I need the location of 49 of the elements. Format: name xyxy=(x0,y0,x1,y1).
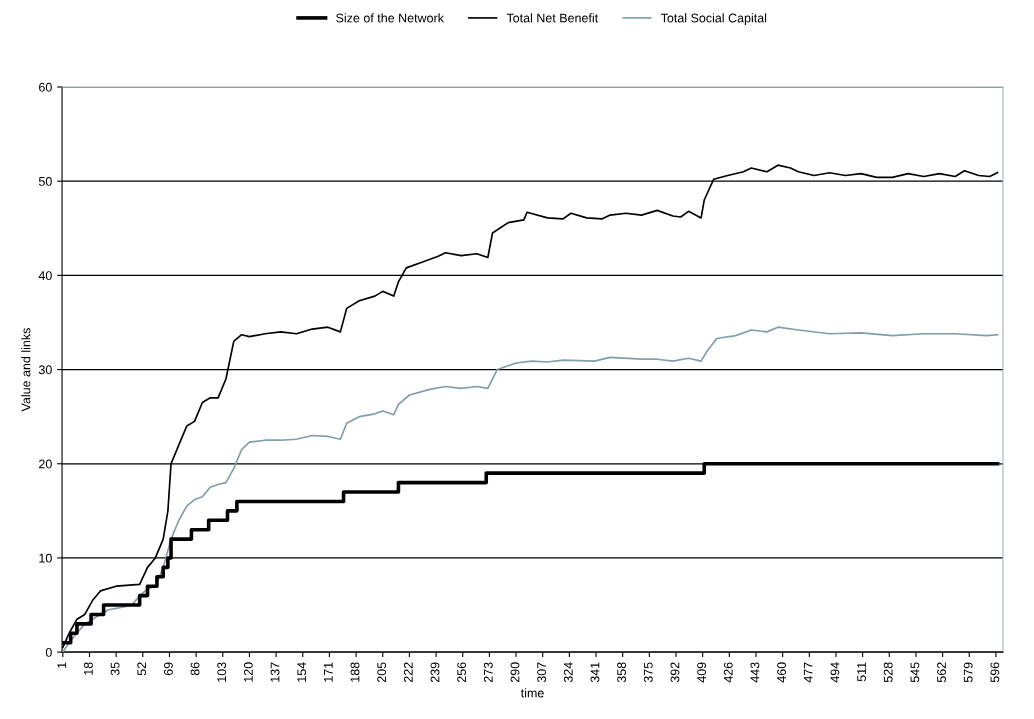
x-tick-label: 477 xyxy=(803,662,813,683)
x-tick-label: 528 xyxy=(883,662,893,683)
x-tick-label: 579 xyxy=(963,662,973,683)
y-tick-label: 20 xyxy=(39,459,52,469)
x-tick-label: 494 xyxy=(830,662,840,683)
x-tick-label: 341 xyxy=(590,662,600,683)
x-tick-label: 222 xyxy=(403,662,413,683)
x-tick-label: 154 xyxy=(297,662,307,682)
x-tick-label: 460 xyxy=(777,662,786,683)
x-tick-label: 545 xyxy=(910,662,920,683)
y-tick-label: 10 xyxy=(39,553,52,563)
y-tick-label: 0 xyxy=(45,647,52,657)
y-tick-label: 60 xyxy=(39,82,52,92)
x-tick-label: 69 xyxy=(163,662,173,676)
x-tick-label: 188 xyxy=(350,662,360,682)
x-tick-label: 596 xyxy=(990,662,1000,683)
x-tick-label: 171 xyxy=(324,662,333,682)
y-tick-label: 50 xyxy=(38,176,52,186)
x-tick-label: 562 xyxy=(937,662,946,683)
x-tick-label: 307 xyxy=(537,662,547,683)
x-tick-label: 443 xyxy=(750,662,760,683)
x-tick-label: 1 xyxy=(57,662,67,668)
x-tick-label: 86 xyxy=(190,662,200,676)
x-tick-label: 120 xyxy=(243,662,253,682)
x-tick-label: 392 xyxy=(670,662,680,683)
x-tick-label: 358 xyxy=(617,662,627,683)
x-tick-label: 511 xyxy=(857,662,866,682)
x-tick-label: 205 xyxy=(377,662,387,683)
legend-label: Size of the Network xyxy=(336,13,444,23)
legend-label: Total Social Capital xyxy=(660,13,767,25)
x-tick-label: 375 xyxy=(643,662,653,683)
y-tick-label: 30 xyxy=(38,365,52,375)
x-tick-label: 324 xyxy=(563,662,573,683)
line-series xyxy=(62,326,999,653)
x-tick-label: 290 xyxy=(510,662,520,683)
x-tick-label: 426 xyxy=(723,662,733,683)
x-tick-label: 273 xyxy=(483,662,493,683)
y-tick-label: 40 xyxy=(38,271,52,281)
x-tick-label: 409 xyxy=(697,662,707,683)
x-tick-label: 35 xyxy=(110,662,120,676)
x-tick-label: 256 xyxy=(457,662,467,683)
x-tick-label: 52 xyxy=(137,662,147,676)
x-tick-label: 137 xyxy=(270,662,280,682)
x-tick-label: 18 xyxy=(83,662,93,675)
x-tick-label: 239 xyxy=(430,662,440,683)
x-axis-title: time xyxy=(520,688,544,698)
x-tick-label: 103 xyxy=(217,662,227,682)
legend-label: Total Net Benefit xyxy=(506,13,599,23)
y-axis-title: Value and links xyxy=(21,328,31,412)
